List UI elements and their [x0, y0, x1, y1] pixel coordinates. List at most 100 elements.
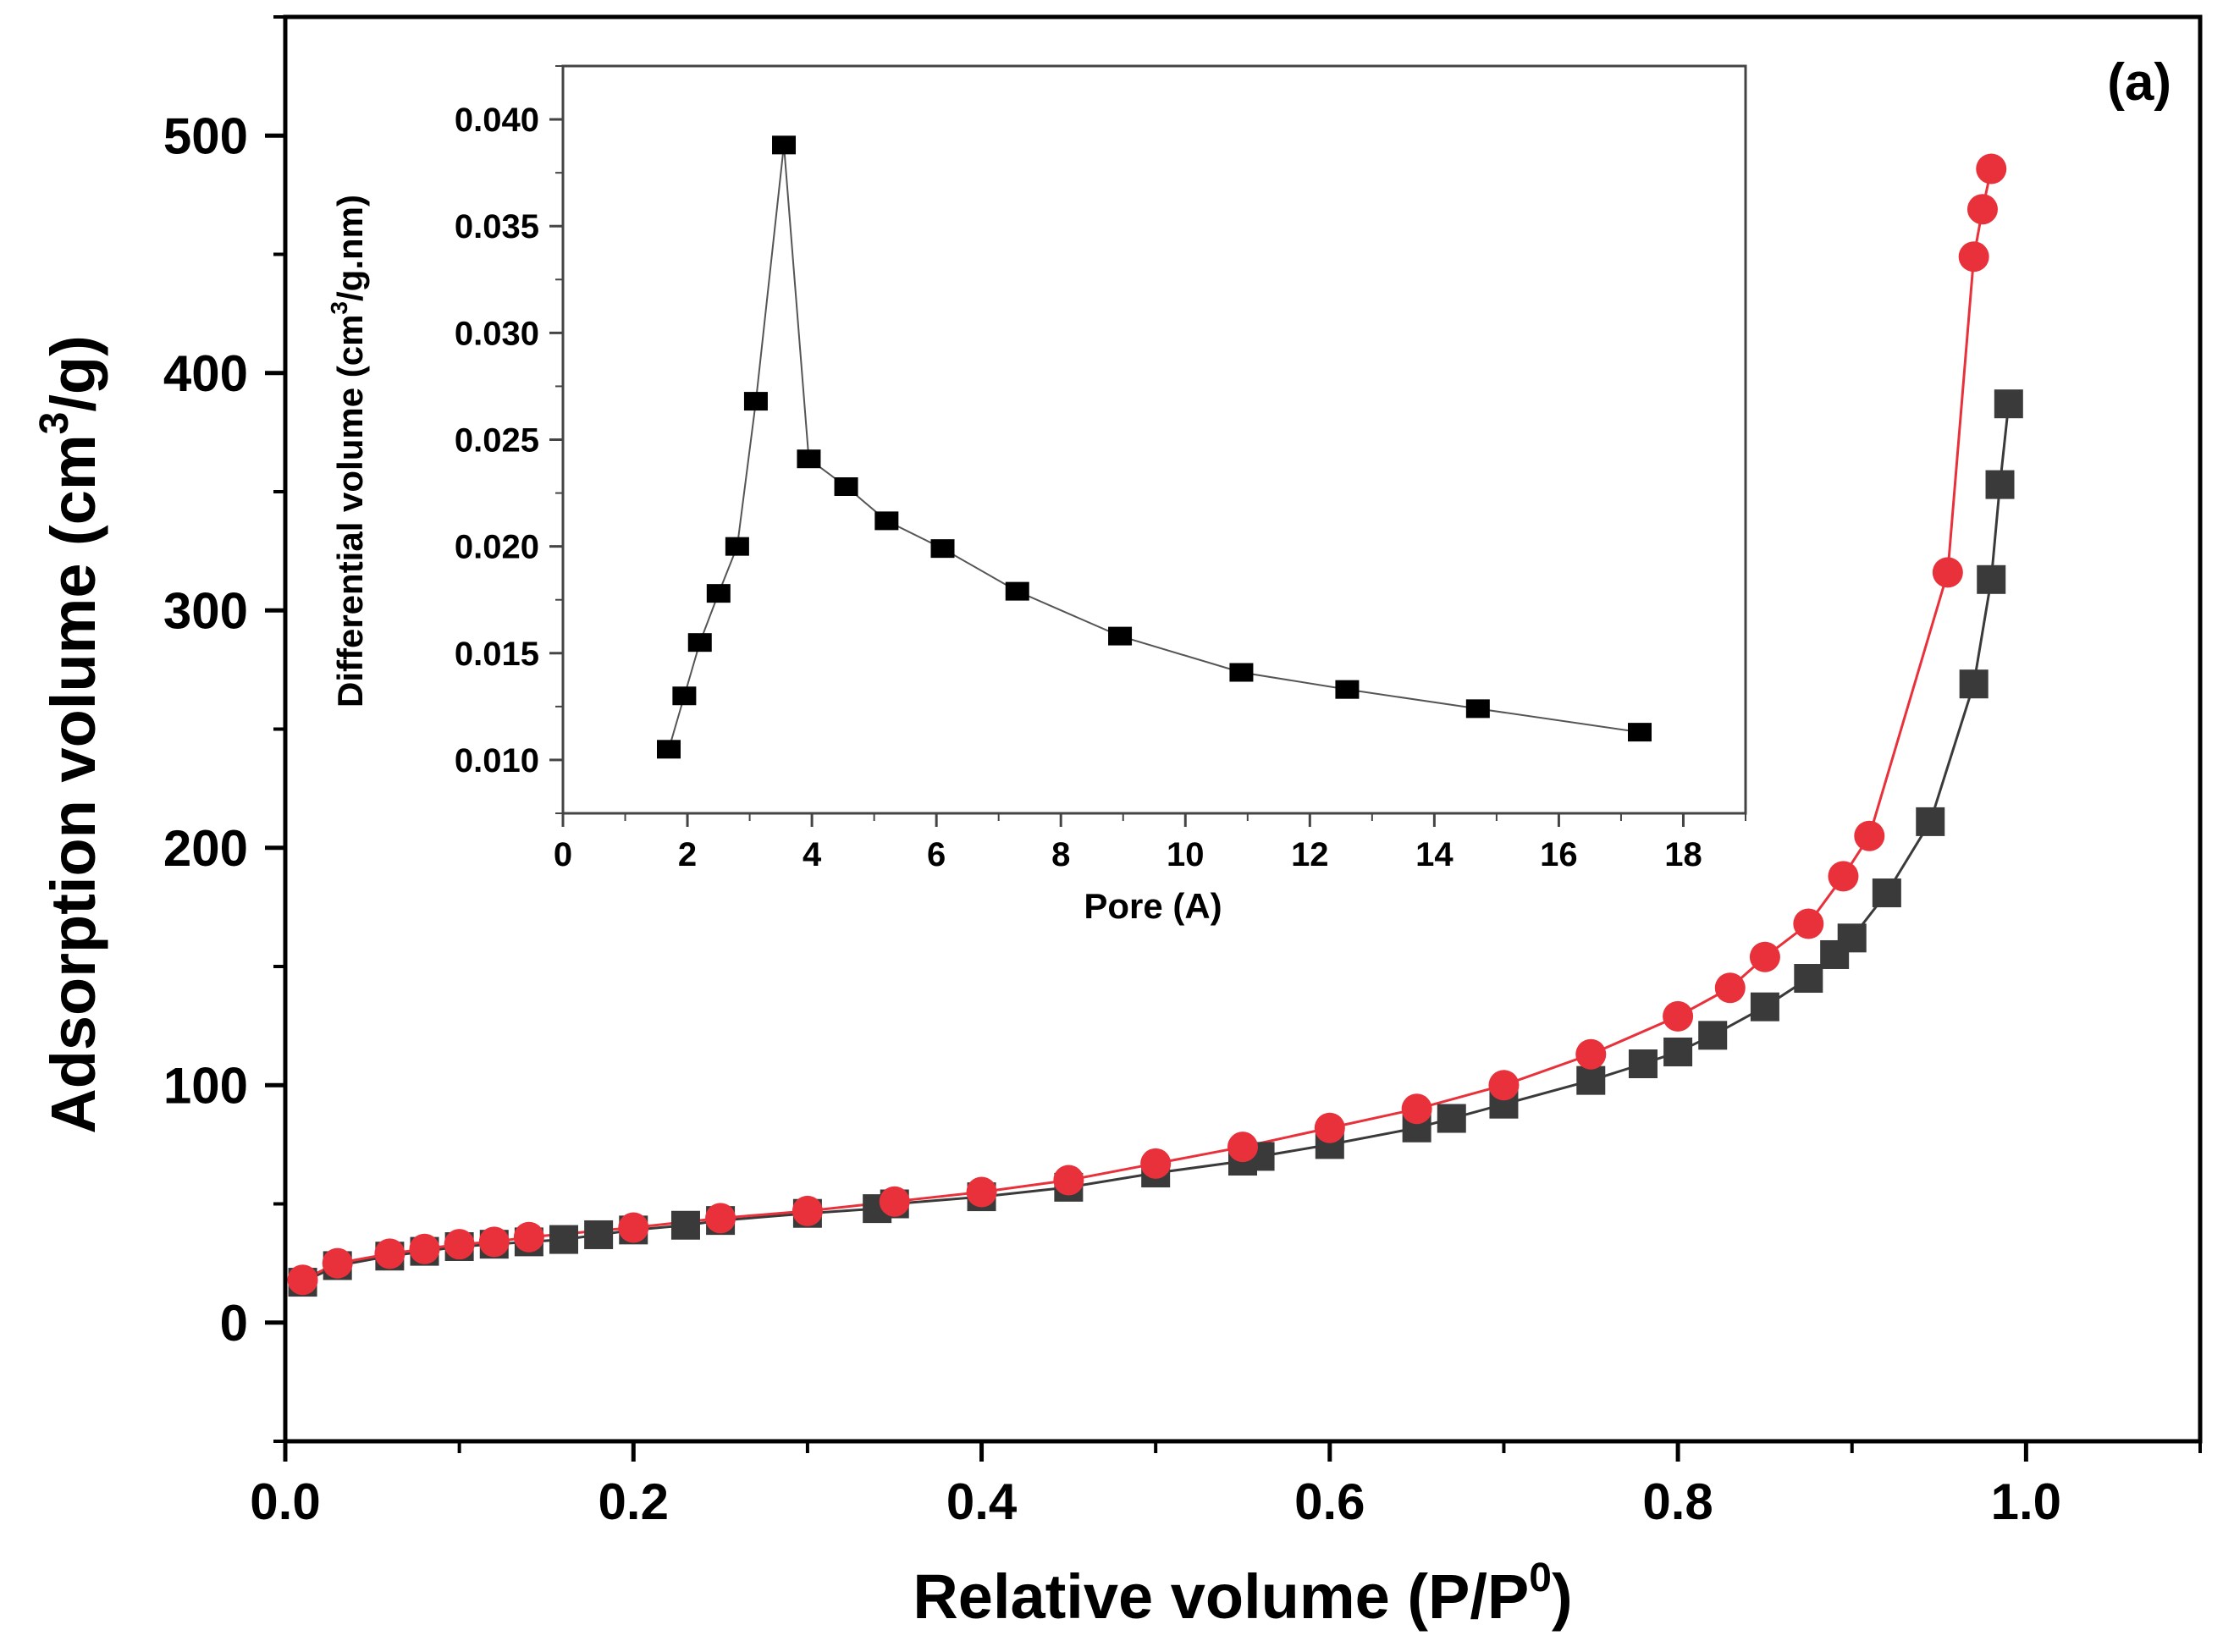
- adsorption-point: [1698, 1021, 1728, 1050]
- adsorption-point: [1663, 1037, 1693, 1066]
- pore-distribution-point: [874, 511, 899, 531]
- main-y-tick-label: 400: [163, 345, 248, 402]
- desorption-point: [409, 1233, 440, 1264]
- inset-y-tick-label: 0.020: [455, 529, 539, 566]
- desorption-point: [444, 1229, 475, 1260]
- adsorption-point: [1985, 470, 2015, 499]
- pore-distribution-point: [797, 449, 821, 469]
- inset-x-axis-ticks: 0 2 4 6 8 10 12 14 16 18: [554, 813, 1746, 873]
- adsorption-point: [1959, 669, 1989, 699]
- desorption-point: [1958, 241, 1989, 273]
- pore-distribution-point: [672, 686, 697, 706]
- desorption-point: [1140, 1148, 1172, 1179]
- main-x-axis-ticks: 0.0 0.2 0.4 0.6 0.8 1.0: [250, 1441, 2202, 1530]
- inset-x-tick-label: 0: [554, 836, 572, 873]
- pore-distribution-point: [1229, 663, 1254, 682]
- pore-distribution-point: [725, 537, 749, 556]
- adsorption-point: [584, 1220, 614, 1249]
- pore-distribution-point: [772, 135, 797, 155]
- inset-y-tick-label: 0.015: [455, 636, 539, 673]
- desorption-point: [1663, 1000, 1694, 1032]
- pore-distribution-point: [706, 584, 731, 603]
- main-markers: [287, 153, 2023, 1297]
- desorption-point: [1966, 194, 1998, 225]
- desorption-point: [1976, 153, 2007, 184]
- pore-distribution-point: [1335, 680, 1360, 699]
- pore-distribution-point: [1005, 581, 1029, 601]
- main-x-tick-label: 0.4: [946, 1473, 1018, 1530]
- desorption-point: [1401, 1093, 1432, 1125]
- inset-x-axis-title: Pore (A): [1084, 886, 1222, 926]
- adsorption-point: [1628, 1049, 1658, 1079]
- inset-y-tick-label: 0.035: [455, 208, 539, 245]
- inset-x-tick-label: 6: [927, 836, 946, 873]
- inset-x-tick-label: 18: [1664, 836, 1702, 873]
- adsorption-point: [1872, 878, 1901, 908]
- main-x-tick-label: 0.6: [1294, 1473, 1365, 1530]
- inset-plot: 0 2 4 6 8 10 12 14 16 18 0.010 0.015 0.020 0.025 0.03…: [326, 64, 1747, 926]
- inset-x-tick-label: 4: [803, 836, 822, 873]
- pore-distribution-point: [1465, 699, 1490, 719]
- panel-label: (a): [2107, 53, 2171, 112]
- adsorption-point: [1750, 992, 1779, 1021]
- main-x-tick-label: 0.2: [598, 1473, 669, 1530]
- inset-x-tick-label: 2: [678, 836, 697, 873]
- adsorption-point: [1977, 564, 2006, 594]
- main-y-axis-ticks: 0 100 200 300 400 500: [163, 15, 285, 1443]
- adsorption-point: [1794, 964, 1823, 994]
- pore-distribution-point: [743, 392, 768, 411]
- adsorption-point: [549, 1225, 579, 1254]
- adsorption-point: [1994, 389, 2023, 419]
- desorption-point: [705, 1203, 736, 1234]
- desorption-point: [513, 1221, 544, 1253]
- desorption-point: [618, 1212, 649, 1243]
- inset-x-tick-label: 8: [1051, 836, 1070, 873]
- desorption-point: [374, 1238, 405, 1269]
- inset-x-tick-label: 16: [1540, 836, 1578, 873]
- main-x-tick-label: 1.0: [1991, 1473, 2061, 1530]
- desorption-point: [1854, 820, 1885, 851]
- inset-y-tick-label: 0.030: [455, 315, 539, 352]
- main-x-axis-title: Relative volume (P/P0): [913, 1556, 1572, 1632]
- inset-y-tick-label: 0.010: [455, 742, 539, 779]
- pore-distribution-point: [656, 740, 681, 759]
- pore-distribution-point: [1108, 626, 1133, 646]
- inset-y-tick-label: 0.025: [455, 422, 539, 460]
- desorption-point: [1932, 557, 1963, 588]
- main-y-tick-label: 100: [163, 1057, 248, 1114]
- desorption-point: [792, 1195, 823, 1226]
- desorption-point: [1314, 1112, 1345, 1143]
- adsorption-point: [1837, 923, 1867, 953]
- desorption-point: [1793, 908, 1824, 939]
- inset-y-axis-title: Differential volume (cm3/g.nm): [326, 195, 370, 708]
- pore-distribution-point: [834, 477, 858, 497]
- pore-distribution-point: [687, 633, 712, 653]
- main-y-axis-title: Adsorption volume (cm3/g): [32, 335, 108, 1134]
- main-y-tick-label: 200: [163, 820, 248, 877]
- desorption-point: [966, 1176, 997, 1208]
- main-y-tick-label: 0: [220, 1295, 248, 1352]
- desorption-point: [1828, 861, 1859, 892]
- adsorption-point: [670, 1210, 700, 1240]
- adsorption-point: [1437, 1104, 1466, 1133]
- inset-y-tick-label: 0.040: [455, 102, 539, 139]
- desorption-point: [1575, 1038, 1607, 1070]
- pore-distribution-point: [930, 539, 955, 559]
- inset-x-tick-label: 10: [1167, 836, 1205, 873]
- inset-y-axis-ticks: 0.010 0.015 0.020 0.025 0.030 0.035 0.040: [455, 65, 563, 814]
- desorption-point: [1488, 1070, 1520, 1101]
- desorption-point: [1227, 1132, 1258, 1163]
- main-y-tick-label: 300: [163, 582, 248, 639]
- main-y-tick-label: 500: [163, 107, 248, 164]
- inset-plot-frame: [561, 64, 1747, 815]
- desorption-point: [1749, 941, 1780, 972]
- desorption-point: [478, 1226, 510, 1258]
- desorption-point: [322, 1247, 353, 1279]
- main-x-tick-label: 0.8: [1642, 1473, 1713, 1530]
- adsorption-point: [1916, 807, 1945, 836]
- desorption-point: [287, 1264, 318, 1296]
- pore-distribution-point: [1628, 723, 1652, 742]
- adsorption-point: [1576, 1066, 1606, 1095]
